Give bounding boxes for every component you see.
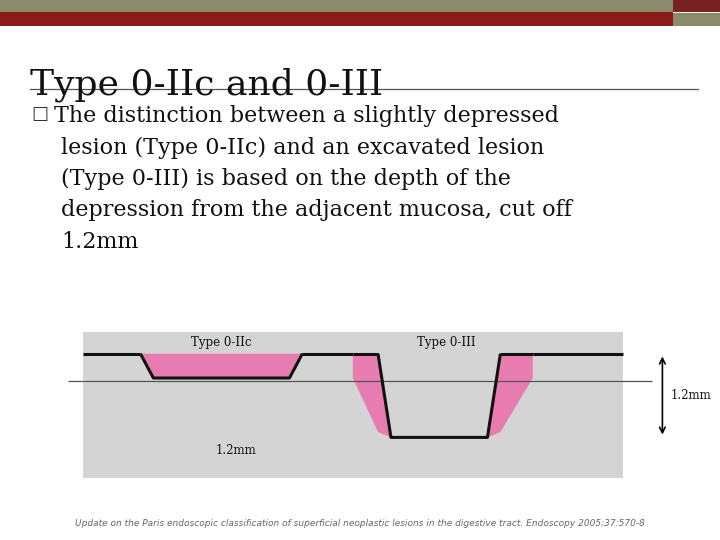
- Text: lesion (Type 0-IIc) and an excavated lesion: lesion (Type 0-IIc) and an excavated les…: [61, 137, 544, 159]
- Text: Update on the Paris endoscopic classification of superficial neoplastic lesions : Update on the Paris endoscopic classific…: [75, 519, 645, 528]
- Polygon shape: [353, 354, 391, 437]
- Text: The distinction between a slightly depressed: The distinction between a slightly depre…: [54, 105, 559, 127]
- Text: Type 0-IIc and 0-III: Type 0-IIc and 0-III: [30, 68, 384, 102]
- Text: depression from the adjacent mucosa, cut off: depression from the adjacent mucosa, cut…: [61, 199, 572, 221]
- Text: Type 0-III: Type 0-III: [417, 336, 476, 349]
- Text: □: □: [32, 105, 49, 123]
- Text: 1.2mm: 1.2mm: [671, 389, 712, 402]
- Polygon shape: [487, 354, 533, 437]
- Text: 1.2mm: 1.2mm: [215, 444, 256, 457]
- Polygon shape: [140, 354, 302, 378]
- Text: Type 0-IIc: Type 0-IIc: [191, 336, 252, 349]
- Text: 1.2mm: 1.2mm: [61, 231, 138, 253]
- Text: (Type 0-III) is based on the depth of the: (Type 0-III) is based on the depth of th…: [61, 168, 511, 190]
- Bar: [83, 332, 623, 478]
